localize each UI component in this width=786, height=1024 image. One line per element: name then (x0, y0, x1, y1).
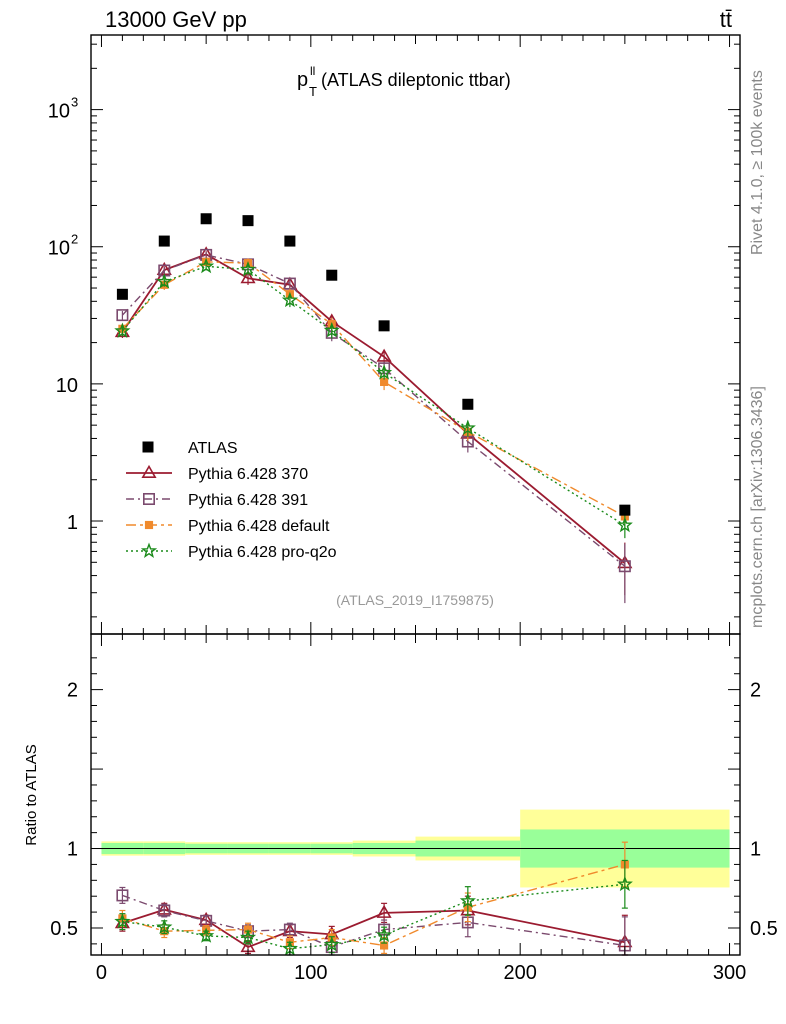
y-tick-label: 10 (48, 101, 70, 123)
ratio-point (198, 927, 215, 943)
atlas-data-point (378, 320, 390, 332)
title-superscript: ll (310, 64, 315, 78)
mc-point (198, 257, 215, 274)
ratio-point (114, 913, 131, 929)
mc-point (239, 260, 257, 277)
y-tick-label: 10 (48, 238, 70, 260)
mc-point (376, 364, 393, 380)
atlas-data-point (200, 213, 212, 225)
legend-marker (140, 542, 158, 558)
legend-marker (141, 464, 157, 479)
mc-line-3 (121, 265, 626, 526)
legend-marker (143, 492, 156, 505)
energy-label: 13000 GeV pp (105, 7, 247, 32)
atlas-data-point (326, 269, 338, 281)
ratio-point (459, 892, 476, 908)
mc-point (459, 419, 476, 436)
atlas-data-point (242, 215, 254, 227)
ratio-point (376, 926, 393, 943)
mc-point (376, 348, 392, 362)
atlas-data-point (462, 398, 474, 410)
mc-point (114, 322, 131, 338)
ratio-tick-label-left: 1 (67, 839, 78, 861)
atlas-data-point (158, 235, 170, 247)
title-rest: (ATLAS dileptonic ttbar) (321, 70, 511, 90)
legend-label: Pythia 6.428 default (188, 518, 330, 535)
plot-title: p ll T (ATLAS dileptonic ttbar) (297, 64, 511, 99)
legend-marker (144, 520, 154, 530)
mcplots-label: mcplots.cern.ch [arXiv:1306.3436] (749, 386, 766, 628)
ratio-point (376, 904, 392, 918)
mc-point (323, 321, 340, 338)
y-tick-label: 10 (56, 375, 78, 397)
x-tick-label: 100 (294, 962, 327, 984)
ratio-point (616, 875, 633, 892)
atlas-data-point (619, 504, 631, 516)
ratio-frame (90, 633, 741, 956)
atlas-data-point (116, 288, 128, 300)
mc-point (156, 273, 173, 289)
ratio-point (116, 889, 129, 902)
title-subscript: T (309, 84, 317, 99)
x-tick-label: 200 (503, 962, 536, 984)
ratio-tick-label-left: 0.5 (50, 918, 78, 940)
legend-label: Pythia 6.428 391 (188, 492, 308, 509)
y-tick-exponent: 3 (71, 95, 78, 110)
process-label: tt̄ (720, 7, 732, 32)
legend-label-atlas: ATLAS (188, 440, 238, 457)
mc-point (616, 516, 633, 533)
title-main: p (297, 69, 308, 91)
ratio-line-1 (122, 894, 625, 948)
atlas-data-point (284, 235, 296, 247)
y-tick-exponent: 2 (71, 232, 78, 247)
rivet-version-label: Rivet 4.1.0, ≥ 100k events (749, 70, 766, 255)
ratio-point (239, 928, 257, 945)
ratio-y-label: Ratio to ATLAS (23, 744, 40, 845)
ratio-tick-label-right: 2 (750, 680, 761, 702)
mc-point (618, 560, 631, 573)
mc-point (116, 309, 129, 322)
reference-label: (ATLAS_2019_I1759875) (336, 592, 494, 608)
legend-label: Pythia 6.428 370 (188, 466, 308, 483)
ratio-point (158, 904, 171, 917)
y-tick-label: 1 (67, 512, 78, 534)
legend-label: Pythia 6.428 pro-q2o (188, 544, 337, 561)
x-tick-label: 300 (713, 962, 746, 984)
legend-marker-atlas (142, 441, 154, 453)
ratio-point (283, 923, 296, 936)
ratio-tick-label-left: 2 (67, 680, 78, 702)
ratio-point (156, 918, 173, 935)
mc-line-0 (121, 253, 626, 564)
mc-point (281, 291, 299, 308)
ratio-line-0 (122, 908, 626, 949)
mc-point (240, 270, 256, 284)
mc-line-1 (121, 254, 626, 567)
ratio-tick-label-right: 0.5 (750, 918, 778, 940)
x-tick-label: 0 (96, 962, 107, 984)
ratio-point (323, 936, 340, 952)
ratio-tick-label-right: 1 (750, 839, 761, 861)
